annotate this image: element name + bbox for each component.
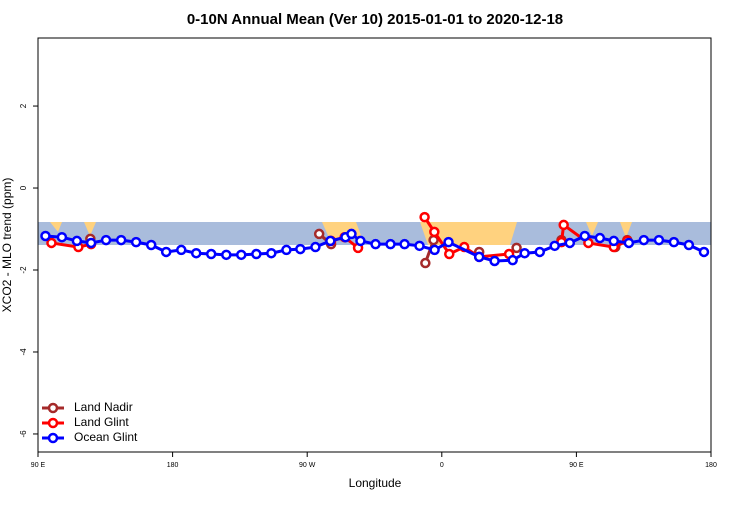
legend-marker — [47, 417, 59, 429]
point — [683, 239, 695, 251]
point — [115, 234, 127, 246]
point — [399, 238, 410, 250]
point — [429, 226, 440, 238]
point — [653, 234, 665, 246]
point — [608, 235, 620, 247]
x-tick-label: 90 E — [31, 462, 46, 469]
plot-frame — [37, 37, 712, 453]
x-tick-label: 180 — [705, 462, 717, 469]
point — [698, 246, 710, 258]
point — [313, 228, 325, 240]
point — [668, 236, 680, 248]
point — [507, 254, 518, 266]
point — [443, 236, 454, 248]
point — [579, 230, 591, 242]
legend-label: Ocean Glint — [74, 430, 138, 444]
x-tick-label: 0 — [440, 462, 444, 469]
point — [444, 248, 455, 260]
point — [564, 237, 576, 249]
x-tick-label: 90 E — [569, 462, 584, 469]
point — [346, 228, 357, 240]
point — [266, 247, 277, 259]
point — [221, 249, 232, 261]
point — [519, 247, 530, 259]
point — [176, 244, 187, 256]
point — [145, 239, 157, 251]
point — [40, 230, 51, 242]
point — [160, 246, 172, 258]
point — [549, 240, 560, 252]
point — [325, 235, 336, 247]
point — [638, 234, 650, 246]
point — [623, 237, 635, 249]
point — [419, 211, 430, 223]
point — [130, 236, 142, 248]
point — [355, 235, 366, 247]
y-tick-label: 0 — [19, 185, 28, 190]
point — [594, 232, 606, 244]
y-tick-label: -4 — [19, 348, 28, 356]
x-tick-label: 180 — [167, 462, 179, 469]
y-tick-label: 2 — [19, 103, 28, 108]
point — [370, 238, 381, 250]
point — [385, 238, 396, 250]
point — [473, 251, 485, 263]
legend-marker — [47, 432, 59, 444]
y-axis-label: XCO2 - MLO trend (ppm) — [0, 178, 14, 313]
point — [511, 242, 522, 254]
point — [85, 237, 97, 249]
point — [100, 234, 112, 246]
legend-marker — [47, 402, 59, 414]
legend-label: Land Glint — [74, 415, 129, 429]
point — [71, 235, 83, 247]
point — [310, 241, 321, 253]
x-axis-label: Longitude — [349, 476, 402, 490]
legend-label: Land Nadir — [74, 400, 133, 414]
point — [46, 237, 57, 249]
point — [56, 231, 68, 243]
point — [558, 219, 569, 231]
y-tick-label: -2 — [19, 266, 28, 274]
point — [429, 244, 440, 256]
point — [414, 240, 425, 252]
point — [190, 247, 202, 259]
point — [534, 246, 546, 258]
point — [205, 248, 217, 260]
x-tick-label: 90 W — [299, 462, 316, 469]
point — [420, 257, 431, 269]
point — [281, 244, 292, 256]
point — [235, 249, 247, 261]
chart-title: 0-10N Annual Mean (Ver 10) 2015-01-01 to… — [187, 11, 563, 28]
point — [489, 255, 500, 267]
point — [251, 248, 262, 260]
point — [295, 243, 306, 255]
y-tick-label: -6 — [19, 430, 28, 438]
